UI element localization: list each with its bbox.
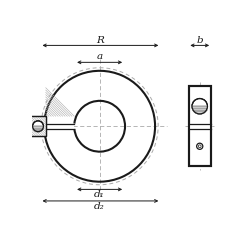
Text: d₂: d₂ [94, 202, 105, 211]
Text: R: R [96, 36, 104, 44]
Circle shape [197, 143, 203, 149]
Bar [30, 116, 46, 136]
Polygon shape [192, 106, 208, 114]
Circle shape [198, 145, 201, 148]
Bar [189, 86, 210, 166]
Circle shape [33, 121, 44, 132]
Text: b: b [196, 36, 203, 44]
Bar [30, 116, 46, 136]
Text: a: a [96, 52, 103, 62]
Polygon shape [33, 126, 44, 132]
Text: d₁: d₁ [94, 190, 105, 199]
Bar [189, 124, 210, 129]
Bar [189, 86, 210, 166]
Bar [40, 124, 74, 129]
Circle shape [192, 98, 208, 114]
